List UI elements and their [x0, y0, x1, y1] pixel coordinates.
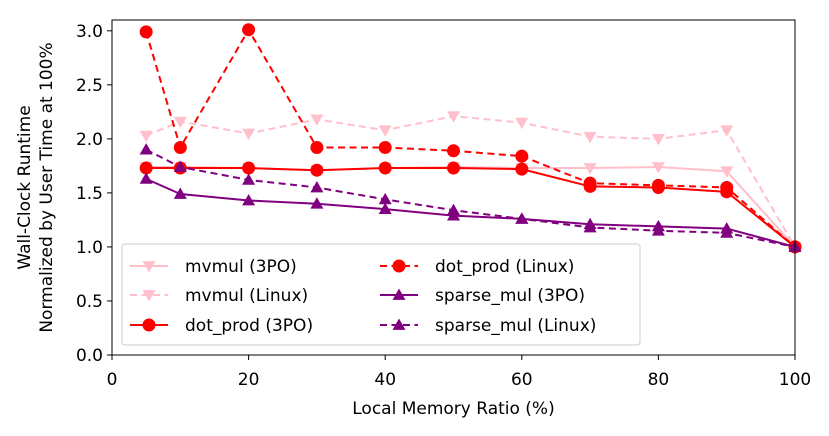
legend-label-dot-prod-linux: dot_prod (Linux)	[435, 257, 574, 277]
sparse-mul-3po-point-4	[378, 202, 392, 214]
dot-prod-3po-point-2	[242, 161, 256, 175]
dot-prod-3po-point-4	[378, 161, 392, 175]
dot-prod-linux-point-3	[310, 141, 324, 155]
series-sparse-mul-3po	[139, 172, 802, 252]
dot-prod-linux-point-6	[515, 149, 529, 163]
legend-sparse-mul-3po-point-0	[392, 288, 406, 300]
legend-label-dot-prod-3po: dot_prod (3PO)	[185, 316, 313, 336]
x-tick-label-0: 0	[107, 370, 118, 390]
legend-mvmul-3po-point-0	[142, 261, 156, 273]
x-axis-label: Local Memory Ratio (%)	[352, 399, 554, 419]
x-tick-label-1: 20	[238, 370, 260, 390]
y-tick-label-3: 1.5	[76, 184, 103, 204]
dot-prod-3po-point-3	[310, 163, 324, 177]
sparse-mul-linux-point-6	[515, 212, 529, 224]
sparse-mul-linux-point-1	[173, 160, 187, 172]
series-line-dot-prod-3po	[146, 167, 796, 248]
sparse-mul-3po-point-2	[242, 193, 256, 206]
dot-prod-3po-point-0	[139, 161, 153, 175]
sparse-mul-3po-point-3	[310, 197, 324, 209]
dot-prod-linux-point-2	[242, 23, 256, 37]
sparse-mul-linux-point-7	[583, 220, 597, 233]
y-tick-label-5: 2.5	[76, 76, 103, 96]
y-tick-label-1: 0.5	[76, 292, 103, 312]
legend: mvmul (3PO) mvmul (Linux) dot_prod (3PO) do…	[121, 243, 641, 346]
sparse-mul-linux-point-5	[447, 203, 460, 216]
legend-label-mvmul-linux: mvmul (Linux)	[185, 286, 308, 306]
y-tick-label-0: 0.0	[76, 346, 103, 366]
y-tick-label-2: 1.0	[76, 238, 103, 258]
y-axis-label-line1: Wall-Clock Runtime	[15, 105, 35, 269]
x-tick-label-5: 100	[779, 370, 811, 390]
series-line-dot-prod-linux	[145, 28, 796, 248]
legend-sparse-mul-linux-point-0	[392, 318, 406, 330]
y-axis-label-line2: Normalized by User Time at 100%	[37, 42, 57, 332]
dot-prod-linux-point-8	[651, 178, 665, 192]
ticks-layer: 0 20 40 60 80 100 0.0 0.5 1.0 1.5 2.0 2.5 3.0	[76, 22, 811, 390]
y-tick-label-6: 3.0	[76, 22, 103, 42]
dot-prod-linux-point-1	[173, 141, 187, 155]
legend-label-sparse-mul-linux: sparse_mul (Linux)	[435, 316, 596, 336]
mvmul-linux-point-9	[720, 125, 734, 137]
dot-prod-linux-point-9	[720, 181, 734, 194]
x-tick-label-2: 40	[374, 370, 396, 390]
legend-label-mvmul-3po: mvmul (3PO)	[185, 257, 297, 277]
legend-dot-prod-linux-point-0	[392, 259, 406, 273]
series-line-mvmul-3po	[146, 165, 796, 248]
mvmul-3po-point-7	[583, 163, 597, 175]
sparse-mul-linux-point-9	[720, 226, 734, 238]
plot-frame	[111, 19, 796, 356]
legend-label-sparse-mul-3po: sparse_mul (3PO)	[435, 286, 585, 306]
series-mvmul-3po	[139, 162, 802, 254]
dot-prod-linux-point-4	[378, 141, 392, 155]
legend-dot-prod-3po-point-0	[142, 318, 156, 332]
mvmul-linux-point-2	[242, 128, 256, 140]
mvmul-linux-point-1	[173, 116, 187, 129]
mvmul-3po-point-8	[651, 162, 665, 174]
series-dot-prod-3po	[139, 161, 802, 254]
series-layer	[139, 23, 802, 254]
y-tick-label-4: 2.0	[76, 130, 103, 150]
mvmul-linux-point-5	[447, 111, 460, 123]
sparse-mul-linux-point-2	[242, 173, 256, 185]
mvmul-linux-point-3	[310, 114, 324, 126]
x-tick-label-4: 80	[648, 370, 670, 390]
dot-prod-3po-point-5	[447, 161, 460, 175]
mvmul-linux-point-0	[139, 130, 153, 143]
dot-prod-linux-point-7	[583, 176, 597, 190]
series-sparse-mul-linux	[139, 143, 802, 252]
sparse-mul-linux-point-0	[139, 143, 153, 155]
mvmul-linux-point-6	[515, 117, 529, 130]
mvmul-linux-point-4	[378, 125, 392, 137]
sparse-mul-3po-point-1	[173, 187, 187, 199]
legend-mvmul-linux-point-0	[142, 290, 156, 302]
mvmul-3po-point-9	[720, 166, 734, 178]
sparse-mul-linux-point-4	[378, 192, 392, 205]
sparse-mul-3po-point-0	[139, 172, 153, 184]
dot-prod-linux-point-0	[139, 25, 153, 39]
x-tick-label-3: 60	[511, 370, 533, 390]
sparse-mul-linux-point-8	[651, 224, 665, 236]
dot-prod-linux-point-5	[447, 144, 460, 158]
mvmul-linux-point-8	[651, 133, 665, 146]
dot-prod-3po-point-6	[515, 162, 529, 176]
mvmul-linux-point-7	[583, 131, 597, 144]
sparse-mul-linux-point-3	[310, 181, 324, 193]
series-dot-prod-linux	[139, 23, 802, 254]
